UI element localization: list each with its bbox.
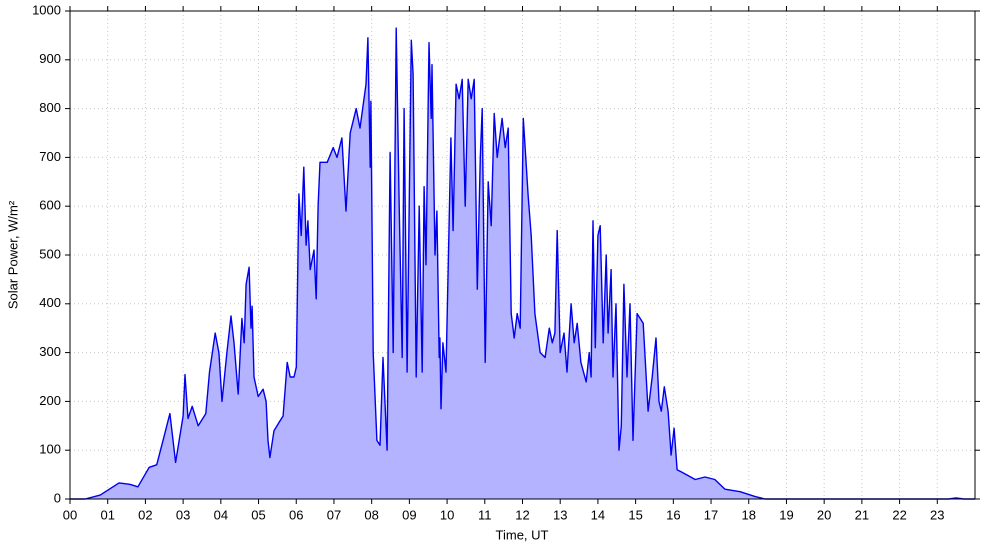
- x-tick-label: 02: [138, 507, 152, 522]
- x-tick-label: 08: [364, 507, 378, 522]
- y-tick-label: 800: [39, 100, 61, 115]
- x-tick-label: 22: [892, 507, 906, 522]
- x-tick-label: 12: [515, 507, 529, 522]
- x-tick-label: 14: [591, 507, 605, 522]
- x-tick-label: 15: [628, 507, 642, 522]
- line: [70, 27, 975, 500]
- x-tick-label: 07: [327, 507, 341, 522]
- x-tick-label: 20: [817, 507, 831, 522]
- x-tick-label: 06: [289, 507, 303, 522]
- x-tick-label: 21: [855, 507, 869, 522]
- x-tick-label: 05: [251, 507, 265, 522]
- x-tick-label: 18: [742, 507, 756, 522]
- x-tick-label: 04: [214, 507, 228, 522]
- x-tick-label: 16: [666, 507, 680, 522]
- x-tick-label: 00: [63, 507, 77, 522]
- x-tick-label: 19: [779, 507, 793, 522]
- y-tick-label: 900: [39, 51, 61, 66]
- y-tick-label: 600: [39, 198, 61, 213]
- y-tick-label: 400: [39, 295, 61, 310]
- y-axis-label: Solar Power, W/m²: [5, 200, 20, 309]
- x-tick-label: 23: [930, 507, 944, 522]
- area-fill: [70, 28, 975, 499]
- y-tick-label: 200: [39, 393, 61, 408]
- x-tick-label: 09: [402, 507, 416, 522]
- x-tick-label: 10: [440, 507, 454, 522]
- x-tick-label: 17: [704, 507, 718, 522]
- y-tick-label: 1000: [32, 2, 61, 17]
- y-tick-label: 0: [54, 490, 61, 505]
- plot-frame: [69, 10, 976, 500]
- x-tick-label: 01: [100, 507, 114, 522]
- x-tick-label: 13: [553, 507, 567, 522]
- x-axis-label: Time, UT: [496, 527, 549, 542]
- y-tick-label: 500: [39, 246, 61, 261]
- y-tick-label: 300: [39, 344, 61, 359]
- y-tick-label: 700: [39, 149, 61, 164]
- x-tick-label: 03: [176, 507, 190, 522]
- y-tick-label: 100: [39, 442, 61, 457]
- x-tick-label: 11: [478, 507, 492, 522]
